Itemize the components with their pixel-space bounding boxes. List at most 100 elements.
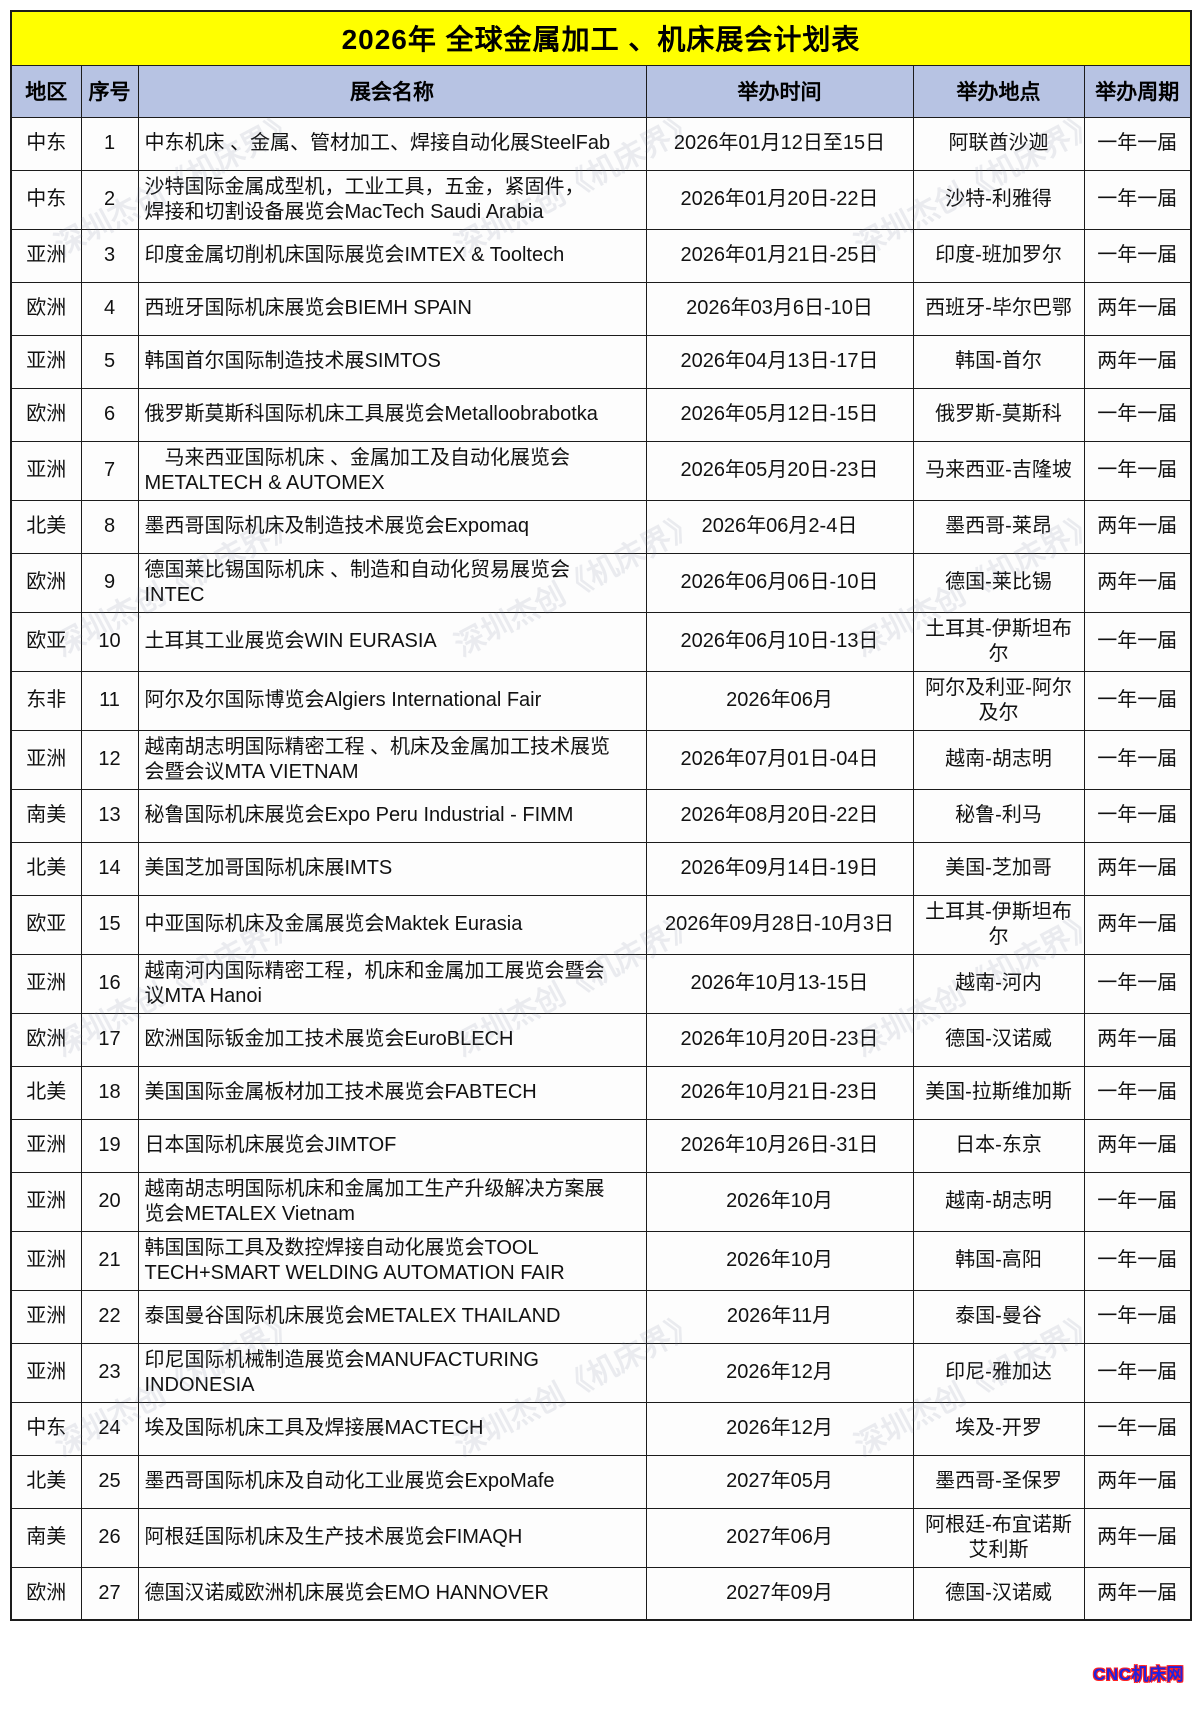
table-row: 东非 11 阿尔及尔国际博览会Algiers International Fair 2… — [10, 670, 1192, 731]
cell-time: 2026年09月28日-10月3日 — [645, 894, 914, 955]
cell-name: 阿尔及尔国际博览会Algiers International Fair — [137, 670, 647, 731]
cell-time: 2026年08月20日-22日 — [645, 788, 914, 843]
cell-no: 3 — [80, 228, 139, 283]
cell-time: 2026年11月 — [645, 1289, 914, 1344]
cell-location: 德国-莱比锡 — [912, 552, 1085, 613]
cell-region: 北美 — [10, 499, 82, 554]
cell-name: 土耳其工业展览会WIN EURASIA — [137, 611, 647, 672]
cell-location: 越南-河内 — [912, 953, 1085, 1014]
cell-location: 马来西亚-吉隆坡 — [912, 440, 1085, 501]
cell-name: 中亚国际机床及金属展览会Maktek Eurasia — [137, 894, 647, 955]
cell-no: 25 — [80, 1454, 139, 1509]
table-row: 欧亚 15 中亚国际机床及金属展览会Maktek Eurasia 2026年09月28… — [10, 894, 1192, 955]
cell-time: 2026年06月2-4日 — [645, 499, 914, 554]
cell-time: 2026年12月 — [645, 1401, 914, 1456]
cell-cycle: 两年一届 — [1083, 894, 1192, 955]
table-row: 亚洲 23 印尼国际机械制造展览会MANUFACTURING INDONESIA 20… — [10, 1342, 1192, 1403]
table-row: 亚洲 22 泰国曼谷国际机床展览会METALEX THAILAND 2026年11月泰… — [10, 1289, 1192, 1344]
cell-location: 越南-胡志明 — [912, 1171, 1085, 1232]
cell-region: 欧洲 — [10, 1566, 82, 1621]
cell-name: 中东机床 、金属、管材加工、焊接自动化展SteelFab — [137, 116, 647, 171]
cell-time: 2026年10月 — [645, 1171, 914, 1232]
cell-cycle: 一年一届 — [1083, 1289, 1192, 1344]
cell-time: 2027年05月 — [645, 1454, 914, 1509]
cell-region: 亚洲 — [10, 953, 82, 1014]
table-body: 中东 1 中东机床 、金属、管材加工、焊接自动化展SteelFab 2026年01月1… — [10, 116, 1192, 1621]
cell-region: 亚洲 — [10, 1230, 82, 1291]
cell-time: 2026年01月20日-22日 — [645, 169, 914, 230]
table-row: 欧亚 10 土耳其工业展览会WIN EURASIA 2026年06月10日-13日 土耳… — [10, 611, 1192, 672]
cell-region: 中东 — [10, 116, 82, 171]
cell-cycle: 一年一届 — [1083, 440, 1192, 501]
table-row: 中东 24 埃及国际机床工具及焊接展MACTECH 2026年12月 埃及-开罗 一年一届 — [10, 1401, 1192, 1456]
cell-region: 欧洲 — [10, 552, 82, 613]
table-row: 欧洲 17 欧洲国际钣金加工技术展览会EuroBLECH 2026年10月20日-23… — [10, 1012, 1192, 1067]
cell-time: 2026年03月6日-10日 — [645, 281, 914, 336]
cell-no: 26 — [80, 1507, 139, 1568]
cell-region: 亚洲 — [10, 1342, 82, 1403]
cell-cycle: 两年一届 — [1083, 1012, 1192, 1067]
cell-location: 美国-拉斯维加斯 — [912, 1065, 1085, 1120]
table-row: 欧洲 27 德国汉诺威欧洲机床展览会EMO HANNOVER 2027年09月 德国-汉… — [10, 1566, 1192, 1621]
cell-no: 24 — [80, 1401, 139, 1456]
cell-time: 2026年06月 — [645, 670, 914, 731]
cell-region: 亚洲 — [10, 1118, 82, 1173]
cell-name: 沙特国际金属成型机，工业工具，五金，紧固件， 焊接和切割设备展览会MacTech… — [137, 169, 647, 230]
cell-region: 中东 — [10, 169, 82, 230]
column-header-name: 展会名称 — [137, 64, 647, 118]
cell-no: 16 — [80, 953, 139, 1014]
table-row: 北美 8 墨西哥国际机床及制造技术展览会Expomaq 2026年06月2-4日 墨西哥… — [10, 499, 1192, 554]
cell-name: 越南胡志明国际机床和金属加工生产升级解决方案展 览会METALEX Vietna… — [137, 1171, 647, 1232]
cell-no: 14 — [80, 841, 139, 896]
cell-time: 2026年01月21日-25日 — [645, 228, 914, 283]
cell-time: 2027年09月 — [645, 1566, 914, 1621]
cell-no: 17 — [80, 1012, 139, 1067]
cell-time: 2026年10月26日-31日 — [645, 1118, 914, 1173]
cell-name: 德国汉诺威欧洲机床展览会EMO HANNOVER — [137, 1566, 647, 1621]
table-row: 南美 26 阿根廷国际机床及生产技术展览会FIMAQH 2027年06月 阿根廷-布宜诺… — [10, 1507, 1192, 1568]
table-row: 中东 2 沙特国际金属成型机，工业工具，五金，紧固件， 焊接和切割设备展览会MacT… — [10, 169, 1192, 230]
cell-region: 欧洲 — [10, 387, 82, 442]
table-row: 亚洲 20 越南胡志明国际机床和金属加工生产升级解决方案展 览会METALEX Vi… — [10, 1171, 1192, 1232]
cell-name: 德国莱比锡国际机床 、制造和自动化贸易展览会 INTEC — [137, 552, 647, 613]
cell-cycle: 两年一届 — [1083, 841, 1192, 896]
cell-no: 12 — [80, 729, 139, 790]
cell-location: 泰国-曼谷 — [912, 1289, 1085, 1344]
title-row: 2026年 全球金属加工 、机床展会计划表 — [10, 10, 1192, 66]
cell-location: 德国-汉诺威 — [912, 1566, 1085, 1621]
cell-no: 8 — [80, 499, 139, 554]
cell-region: 亚洲 — [10, 729, 82, 790]
page-title: 2026年 全球金属加工 、机床展会计划表 — [10, 10, 1192, 66]
cell-cycle: 一年一届 — [1083, 116, 1192, 171]
cell-cycle: 一年一届 — [1083, 169, 1192, 230]
cell-region: 北美 — [10, 1065, 82, 1120]
cell-region: 南美 — [10, 1507, 82, 1568]
cell-time: 2026年10月21日-23日 — [645, 1065, 914, 1120]
cell-name: 墨西哥国际机床及自动化工业展览会ExpoMafe — [137, 1454, 647, 1509]
cell-cycle: 一年一届 — [1083, 228, 1192, 283]
cell-no: 4 — [80, 281, 139, 336]
cell-cycle: 一年一届 — [1083, 670, 1192, 731]
cell-no: 13 — [80, 788, 139, 843]
table-row: 欧洲 9 德国莱比锡国际机床 、制造和自动化贸易展览会 INTEC 2026年06月0… — [10, 552, 1192, 613]
cell-region: 东非 — [10, 670, 82, 731]
cell-cycle: 两年一届 — [1083, 281, 1192, 336]
table-row: 亚洲 16 越南河内国际精密工程，机床和金属加工展览会暨会 议MTA Hanoi 20… — [10, 953, 1192, 1014]
cell-region: 欧洲 — [10, 1012, 82, 1067]
cell-no: 6 — [80, 387, 139, 442]
cell-name: 美国国际金属板材加工技术展览会FABTECH — [137, 1065, 647, 1120]
cell-name: 日本国际机床展览会JIMTOF — [137, 1118, 647, 1173]
cell-cycle: 一年一届 — [1083, 729, 1192, 790]
cell-cycle: 一年一届 — [1083, 1171, 1192, 1232]
cell-cycle: 一年一届 — [1083, 387, 1192, 442]
table-row: 亚洲 7 马来西亚国际机床 、金属加工及自动化展览会 METALTECH & AU… — [10, 440, 1192, 501]
cell-no: 15 — [80, 894, 139, 955]
cell-location: 阿尔及利亚-阿尔及尔 — [912, 670, 1085, 731]
cell-location: 墨西哥-莱昂 — [912, 499, 1085, 554]
cell-name: 欧洲国际钣金加工技术展览会EuroBLECH — [137, 1012, 647, 1067]
cell-cycle: 一年一届 — [1083, 953, 1192, 1014]
table-row: 欧洲 4 西班牙国际机床展览会BIEMH SPAIN 2026年03月6日-10日 西班… — [10, 281, 1192, 336]
cell-no: 18 — [80, 1065, 139, 1120]
cell-location: 阿根廷-布宜诺斯艾利斯 — [912, 1507, 1085, 1568]
cell-region: 亚洲 — [10, 228, 82, 283]
